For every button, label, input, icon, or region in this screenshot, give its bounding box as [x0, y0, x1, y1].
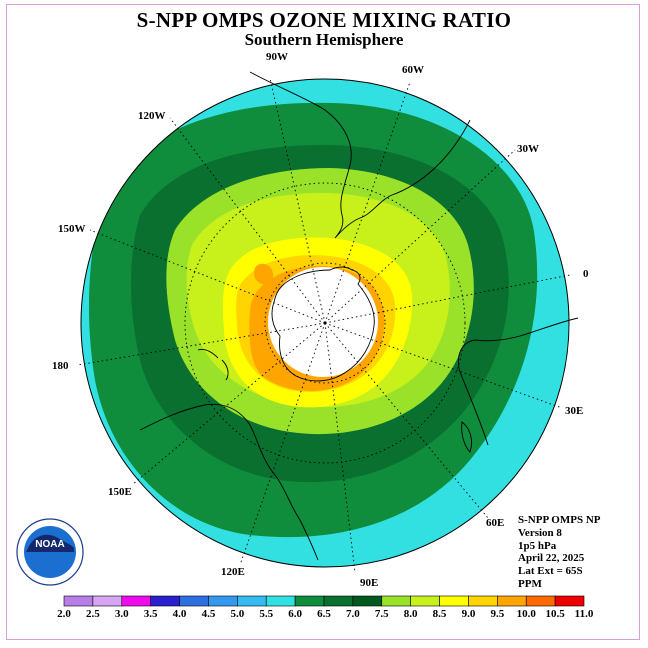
lon-label-90w: 90W [266, 51, 288, 63]
colorbar-tick-label: 9.0 [462, 608, 476, 620]
map-border [80, 78, 570, 568]
noaa-bird-icon [26, 534, 74, 552]
madagascar-coast [461, 421, 473, 453]
colorbar-tick-label: 10.0 [517, 608, 537, 620]
latitude-ring-outer [184, 182, 466, 464]
colorbar-swatch [121, 595, 151, 607]
lon-label-150w: 150W [58, 223, 86, 235]
colorbar-tick-label: 6.0 [288, 608, 302, 620]
meridian-60w [324, 81, 411, 324]
lon-label-180: 180 [52, 360, 69, 372]
meridian-180 [77, 322, 326, 366]
colorbar-tick-label: 4.0 [173, 608, 187, 620]
meridian-60e [324, 322, 489, 519]
new-zealand-coast [197, 349, 229, 381]
lon-label-90e: 90E [360, 577, 379, 589]
page-subtitle: Southern Hemisphere [244, 30, 404, 49]
colorbar: 2.0 2.5 3.0 3.5 4.0 4.5 5.0 5.5 6.0 6.5 7.0 7.5 8.0 8… [57, 595, 594, 620]
colorbar-swatch [439, 595, 469, 607]
colorbar-swatch [150, 595, 180, 607]
australia-coast [139, 403, 319, 561]
colorbar-tick-label: 6.5 [317, 608, 331, 620]
colorbar-swatch [381, 595, 411, 607]
latitude-ring-inner [264, 262, 386, 384]
colorbar-swatch [265, 595, 296, 607]
colorbar-swatch [179, 595, 209, 607]
noaa-logo-text: NOAA [35, 539, 64, 550]
meridian-90w [269, 77, 326, 324]
colorbar-swatch [554, 595, 585, 607]
colorbar-tick-label: 11.0 [575, 608, 594, 620]
lon-label-120w: 120W [138, 110, 166, 122]
colorbar-tick-label: 3.0 [115, 608, 129, 620]
info-level: 1p5 hPa [518, 539, 557, 552]
lon-label-0: 0 [583, 268, 589, 280]
colorbar-swatch [468, 595, 498, 607]
colorbar-tick-label: 9.5 [490, 608, 504, 620]
no-data-region [268, 267, 378, 377]
lon-label-150e: 150E [108, 486, 132, 498]
colorbar-tick-label: 2.0 [57, 608, 71, 620]
colorbar-swatch [294, 595, 325, 607]
meridian-30e [324, 322, 563, 409]
info-units: PPM [518, 577, 542, 590]
coastlines [139, 71, 579, 561]
colorbar-swatch [63, 595, 94, 607]
info-date: April 22, 2025 [518, 552, 585, 565]
south-america-coast [249, 71, 471, 239]
colorbar-swatch [497, 595, 527, 607]
meridian-150w [89, 229, 326, 324]
info-lat-ext: Lat Ext = 65S [518, 565, 583, 578]
lon-label-60w: 60W [402, 64, 424, 76]
lon-label-60e: 60E [486, 517, 505, 529]
colorbar-swatch [525, 595, 556, 607]
info-version: Version 8 [518, 526, 562, 539]
figure-frame [6, 4, 640, 640]
meridian-90e [324, 322, 356, 573]
south-pole-marker [323, 321, 327, 325]
band-9-0 [253, 263, 274, 285]
colorbar-swatch [237, 595, 267, 607]
lon-label-30w: 30W [517, 143, 539, 155]
colorbar-tick-label: 5.0 [230, 608, 244, 620]
colorbar-tick-label: 8.5 [433, 608, 447, 620]
colorbar-tick-label: 8.0 [404, 608, 418, 620]
colorbar-tick-label: 2.5 [86, 608, 100, 620]
colorbar-tick-label: 3.5 [144, 608, 158, 620]
colorbar-tick-label: 7.0 [346, 608, 360, 620]
colorbar-swatch [208, 595, 238, 607]
antarctica-coast [271, 266, 375, 382]
colorbar-swatch [92, 595, 123, 607]
lon-label-30e: 30E [565, 405, 584, 417]
meridian-0 [324, 274, 571, 324]
colorbar-tick-label: 10.5 [545, 608, 565, 620]
colorbar-swatch [323, 595, 354, 607]
lon-label-120e: 120E [221, 566, 245, 578]
colorbar-swatch [352, 595, 383, 607]
colorbar-tick-label: 4.5 [202, 608, 216, 620]
info-panel: S-NPP OMPS NP Version 8 1p5 hPa April 22… [518, 514, 601, 591]
africa-coast [457, 317, 579, 446]
noaa-logo: NOAA [16, 518, 84, 586]
colorbar-tick-label: 5.5 [259, 608, 273, 620]
info-instrument: S-NPP OMPS NP [518, 514, 601, 526]
colorbar-swatch [410, 595, 440, 607]
colorbar-tick-label: 7.5 [375, 608, 389, 620]
graticule [77, 77, 571, 573]
meridian-150e [131, 322, 326, 486]
page-title: S-NPP OMPS OZONE MIXING RATIO [136, 8, 512, 32]
